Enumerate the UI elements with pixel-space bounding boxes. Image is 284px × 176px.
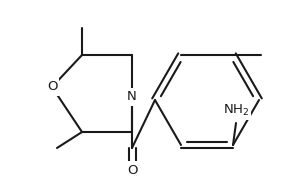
- Text: O: O: [47, 80, 57, 93]
- Text: NH$_2$: NH$_2$: [223, 102, 249, 118]
- Text: O: O: [127, 164, 137, 176]
- Text: N: N: [127, 90, 137, 103]
